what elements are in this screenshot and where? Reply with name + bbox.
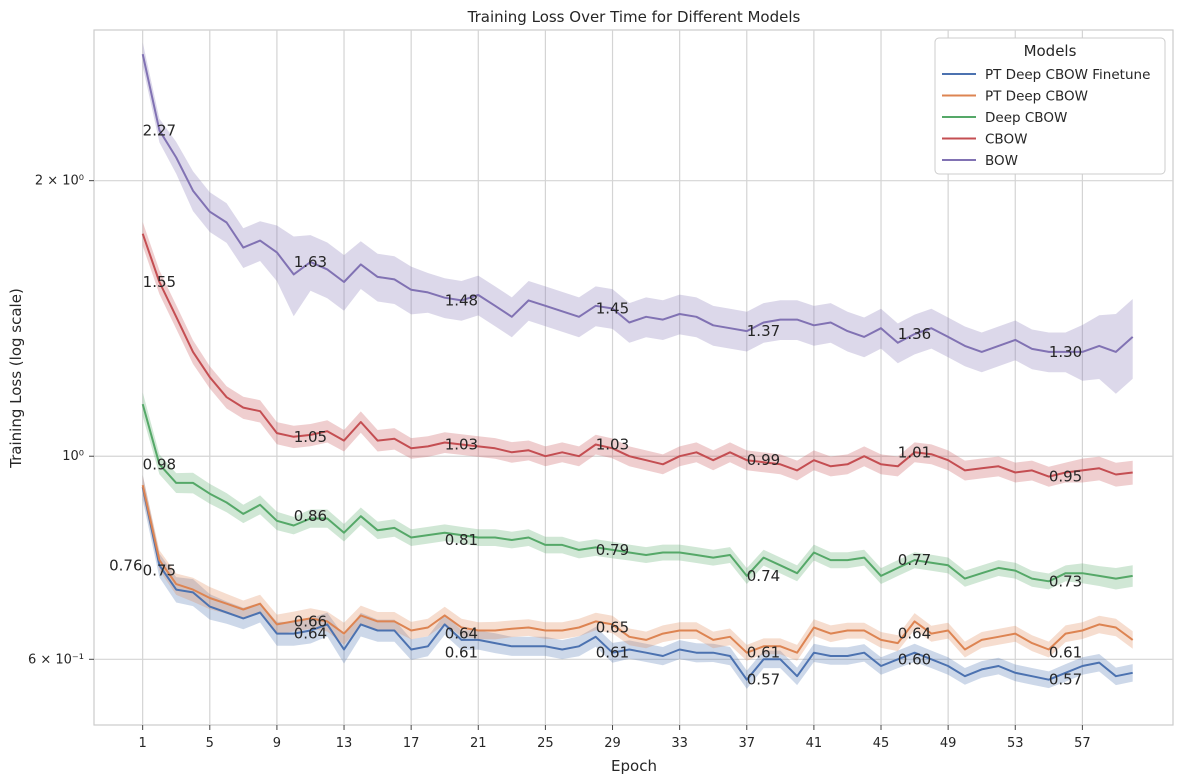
x-axis-label: Epoch [611, 757, 657, 775]
x-tick-label: 25 [537, 736, 554, 751]
x-tick-label: 37 [738, 736, 755, 751]
data-label: 0.65 [596, 618, 629, 636]
x-tick-label: 41 [806, 736, 823, 751]
legend-title: Models [1024, 42, 1077, 60]
x-tick-label: 17 [403, 736, 420, 751]
x-tick-label: 13 [336, 736, 353, 751]
data-label: 0.79 [596, 541, 629, 559]
data-label: 1.03 [596, 435, 629, 453]
data-label: 2.27 [143, 121, 176, 139]
y-tick-label: 6 × 10⁻¹ [28, 652, 84, 667]
data-label: 0.61 [596, 644, 629, 662]
data-label: 1.03 [445, 435, 478, 453]
band-pt-deep-cbow-finetune [142, 474, 1133, 689]
data-label: 1.48 [445, 291, 478, 309]
data-label: 0.61 [1049, 644, 1082, 662]
data-label: 0.64 [898, 625, 931, 643]
confidence-bands [142, 42, 1133, 689]
x-axis-ticks: 1 5 9 13 17 21 25 29 33 37 41 45 49 53 57 [139, 725, 1091, 751]
chart-title: Training Loss Over Time for Different Mo… [467, 8, 801, 26]
line-pt-deep-cbow-finetune [141, 486, 1133, 681]
data-label: 0.61 [747, 644, 780, 662]
data-label: 0.57 [747, 671, 780, 689]
legend-items: PT Deep CBOW Finetune PT Deep CBOW Deep CB… [942, 67, 1150, 169]
band-deep-cbow [142, 392, 1133, 590]
data-label: 1.45 [596, 300, 629, 318]
data-label: 0.74 [747, 567, 780, 585]
legend-label: CBOW [985, 132, 1027, 148]
y-axis-ticks: 6 × 10⁻¹ 10⁰ 2 × 10⁰ [28, 174, 94, 667]
data-label: 0.66 [294, 612, 327, 630]
x-tick-label: 45 [873, 736, 890, 751]
data-label: 0.64 [445, 625, 478, 643]
data-label: 0.60 [898, 650, 931, 668]
legend-box [934, 37, 1166, 175]
y-tick-label: 10⁰ [62, 449, 84, 464]
line-cbow [141, 233, 1133, 478]
legend-label: PT Deep CBOW [985, 89, 1088, 105]
data-label: 0.64 [294, 625, 327, 643]
data-label: 0.99 [747, 451, 780, 469]
band-bow [142, 42, 1133, 394]
data-label: 0.86 [294, 507, 327, 525]
data-label: 0.81 [445, 531, 478, 549]
y-tick-label: 2 × 10⁰ [35, 174, 84, 189]
band-pt-deep-cbow [142, 475, 1133, 661]
x-tick-label: 5 [206, 736, 214, 751]
data-label: 1.37 [747, 322, 780, 340]
x-tick-label: 49 [940, 736, 957, 751]
x-tick-label: 57 [1074, 736, 1091, 751]
x-tick-label: 9 [273, 736, 281, 751]
x-tick-label: 29 [604, 736, 621, 751]
data-label: 1.05 [294, 428, 327, 446]
data-label: 0.61 [445, 644, 478, 662]
x-tick-label: 1 [139, 736, 147, 751]
data-label: 0.73 [1049, 572, 1082, 590]
data-label: 1.63 [294, 253, 327, 271]
line-deep-cbow [141, 403, 1133, 583]
legend-label: Deep CBOW [985, 110, 1067, 126]
data-label: 1.30 [1049, 343, 1082, 361]
data-label: 0.95 [1049, 468, 1082, 486]
legend-label: PT Deep CBOW Finetune [985, 67, 1150, 83]
y-axis-label: Training Loss (log scale) [7, 288, 25, 469]
data-label: 0.57 [1049, 671, 1082, 689]
x-tick-label: 33 [671, 736, 688, 751]
legend-label: BOW [985, 153, 1018, 169]
data-label: 1.01 [898, 443, 931, 461]
data-label: 1.36 [898, 325, 931, 343]
data-labels: 2.27 1.63 1.48 1.45 1.37 1.36 1.30 1.55 1.05 1.03… [109, 121, 1082, 688]
data-label: 0.76 [109, 556, 142, 574]
data-label: 0.77 [898, 551, 931, 569]
line-pt-deep-cbow [141, 484, 1134, 654]
data-label: 0.98 [143, 455, 176, 473]
x-tick-label: 53 [1007, 736, 1024, 751]
data-label: 1.55 [143, 273, 176, 291]
line-bow [141, 53, 1134, 353]
series-lines [141, 53, 1134, 681]
data-label: 0.75 [143, 562, 176, 580]
x-tick-label: 21 [470, 736, 487, 751]
